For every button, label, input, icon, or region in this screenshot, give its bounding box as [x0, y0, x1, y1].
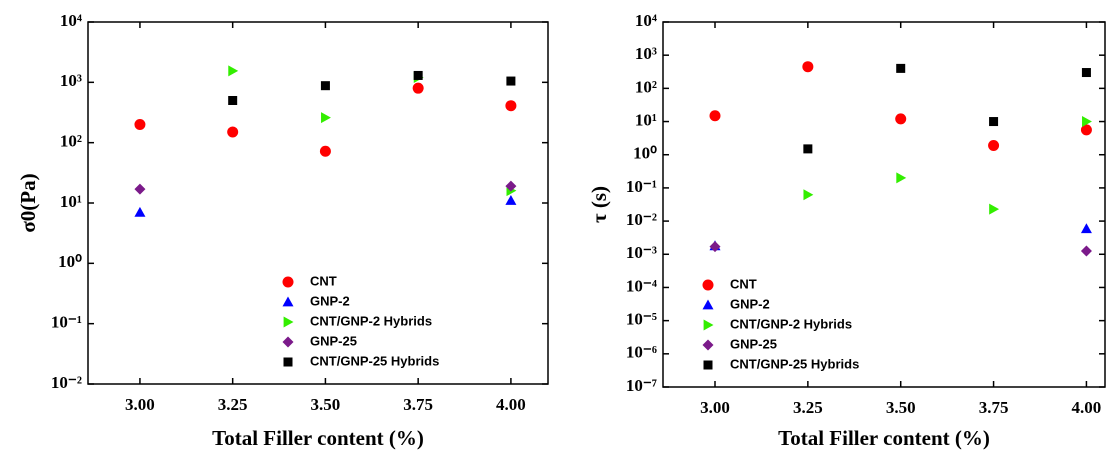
y-tick-label: 10¹ — [60, 192, 82, 211]
data-point — [505, 195, 517, 205]
legend-marker — [283, 316, 294, 328]
legend-marker — [702, 339, 714, 351]
data-point — [505, 100, 517, 112]
data-point — [1080, 245, 1092, 257]
legend-marker — [703, 360, 713, 370]
legend-marker — [702, 279, 714, 291]
data-point — [134, 206, 146, 217]
y-tick-label: 10⁻⁵ — [626, 310, 657, 329]
data-point — [895, 113, 907, 125]
x-tick-label: 4.00 — [496, 395, 526, 414]
legend-label: GNP-2 — [310, 293, 350, 308]
data-point — [505, 180, 517, 192]
x-axis-label: Total Filler content (%) — [212, 426, 424, 450]
data-point — [1081, 68, 1091, 78]
legend-marker — [282, 336, 294, 348]
y-tick-label: 10⁻³ — [626, 243, 657, 262]
x-tick-label: 3.50 — [311, 395, 341, 414]
plot-frame — [662, 21, 1106, 388]
legend-label: GNP-25 — [310, 333, 357, 348]
legend-label: CNT/GNP-2 Hybrids — [730, 316, 852, 331]
x-tick-label: 3.75 — [979, 398, 1009, 417]
data-point — [320, 81, 330, 91]
legend-label: GNP-25 — [730, 336, 777, 351]
y-tick-label: 10⁻⁷ — [626, 376, 657, 395]
legend-marker — [282, 276, 294, 288]
data-point — [989, 117, 999, 127]
data-point — [412, 82, 424, 94]
data-point — [896, 63, 906, 73]
legend-label: CNT/GNP-25 Hybrids — [310, 353, 439, 368]
y-tick-label: 10⁻¹ — [626, 177, 657, 196]
data-point — [803, 144, 813, 154]
x-tick-label: 3.00 — [700, 398, 730, 417]
data-point — [228, 65, 239, 77]
data-point — [321, 112, 331, 124]
legend-marker — [703, 319, 714, 331]
x-tick-label: 4.00 — [1072, 398, 1102, 417]
y-tick-label: 10² — [60, 132, 82, 151]
legend-marker — [702, 299, 714, 310]
y-tick-label: 10⁴ — [60, 11, 82, 30]
data-point — [802, 61, 814, 73]
data-point — [134, 183, 146, 195]
y-axis-label: τ (s) — [587, 186, 611, 223]
data-point — [1080, 223, 1092, 234]
x-tick-label: 3.00 — [125, 395, 155, 414]
legend-marker — [282, 296, 294, 307]
y-tick-label: 10³ — [60, 71, 82, 90]
data-point — [134, 119, 146, 131]
data-point — [989, 203, 1000, 215]
y-tick-label: 10⁻¹ — [51, 313, 82, 332]
legend-label: CNT/GNP-2 Hybrids — [310, 313, 432, 328]
y-tick-label: 10⁴ — [635, 11, 657, 30]
data-point — [709, 110, 721, 122]
y-tick-label: 10⁰ — [633, 144, 657, 163]
data-point — [1082, 116, 1092, 128]
data-point — [896, 172, 907, 184]
data-point — [319, 145, 331, 157]
y-tick-label: 10⁻⁶ — [626, 343, 657, 362]
data-point — [709, 241, 721, 253]
data-point — [506, 76, 516, 86]
y-tick-label: 10² — [635, 77, 657, 96]
legend-label: CNT — [310, 273, 337, 288]
x-tick-label: 3.75 — [403, 395, 433, 414]
y-tick-label: 10⁻² — [626, 210, 657, 229]
x-tick-label: 3.50 — [886, 398, 916, 417]
data-point — [1080, 124, 1092, 136]
y-tick-label: 10⁰ — [58, 252, 82, 271]
y-tick-label: 10⁻² — [51, 373, 82, 392]
data-point — [803, 189, 814, 201]
plot-frame — [87, 21, 549, 385]
data-point — [413, 70, 423, 80]
y-tick-label: 10¹ — [635, 110, 657, 129]
legend-label: CNT/GNP-25 Hybrids — [730, 356, 859, 371]
x-tick-label: 3.25 — [218, 395, 248, 414]
data-point — [988, 139, 1000, 151]
legend-label: GNP-2 — [730, 296, 770, 311]
y-tick-label: 10³ — [635, 44, 657, 63]
legend-marker — [283, 357, 293, 367]
y-tick-label: 10⁻⁴ — [626, 276, 657, 295]
x-axis-label: Total Filler content (%) — [778, 426, 990, 450]
legend-label: CNT — [730, 276, 757, 291]
x-tick-label: 3.25 — [793, 398, 823, 417]
data-point — [227, 126, 239, 138]
y-axis-label: σ0(Pa) — [16, 173, 40, 232]
data-point — [228, 95, 238, 105]
